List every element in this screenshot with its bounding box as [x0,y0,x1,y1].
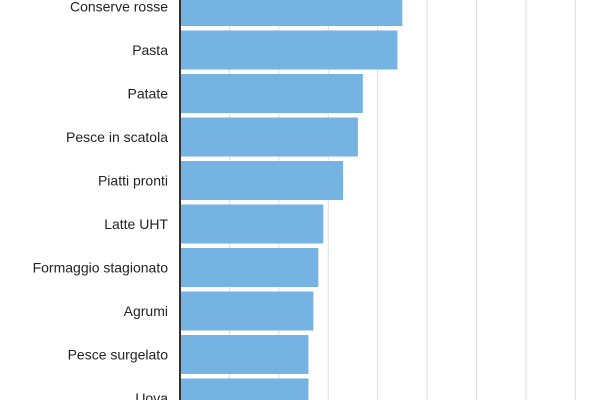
category-label: Patate [128,86,169,102]
bar [180,30,398,70]
bar [180,74,363,113]
category-labels: Conserve rosse Pasta Patate Pesce in scatol… [33,0,169,400]
bar [180,248,319,287]
bar [180,335,309,374]
bar [180,161,344,200]
category-label: Piatti pronti [98,173,168,189]
category-label: Formaggio stagionato [33,260,169,276]
category-label: Pesce in scatola [66,129,168,145]
bar [180,291,314,331]
category-label: Conserve rosse [70,0,168,15]
bars [180,0,403,400]
bar [180,0,403,26]
bar [180,204,324,244]
category-label: Uova [135,390,168,400]
category-label: Pasta [132,42,168,58]
category-label: Pesce surgelato [68,347,169,363]
bar [180,117,358,157]
category-label: Latte UHT [104,216,168,232]
category-label: Agrumi [124,303,168,319]
bar [180,378,309,400]
